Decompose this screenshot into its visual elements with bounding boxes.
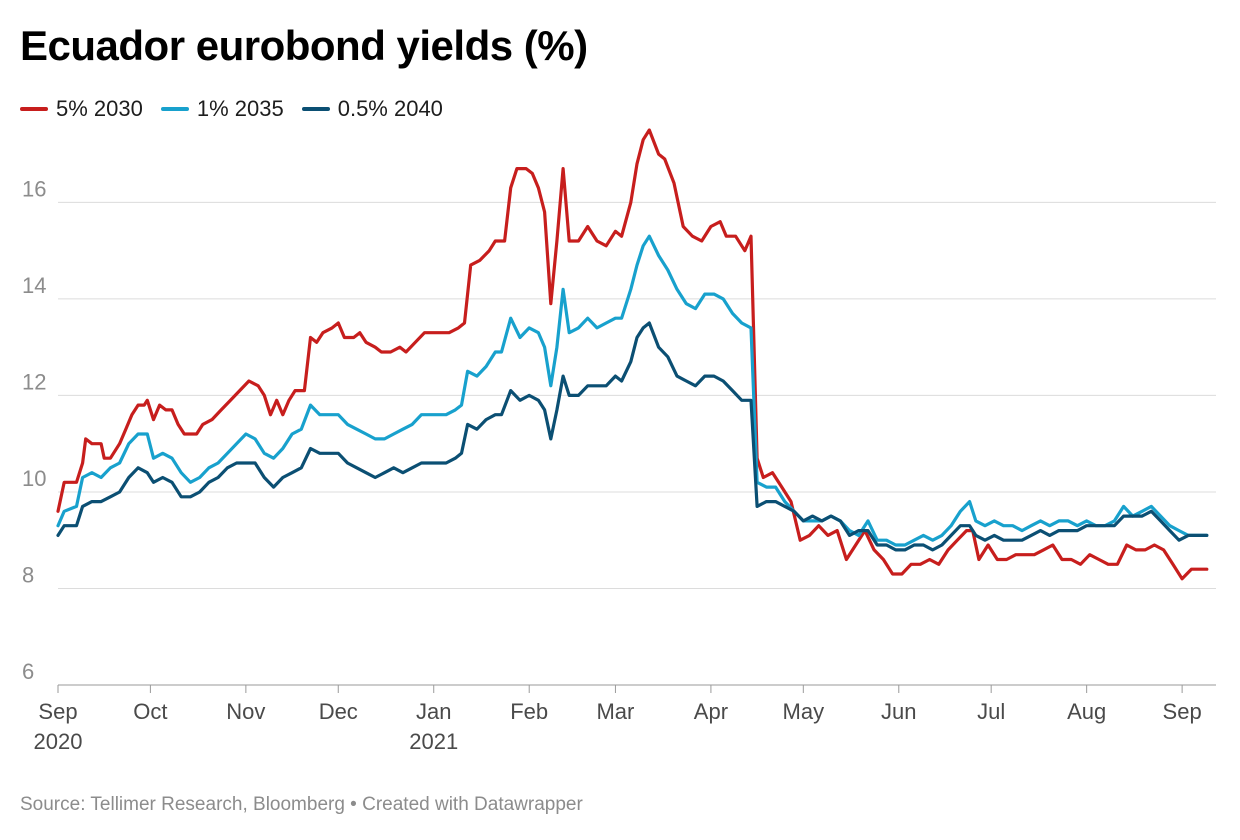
series-line-0 xyxy=(56,128,1209,581)
x-tick-label-11: Aug xyxy=(1067,699,1106,724)
x-tick-label-7: Apr xyxy=(694,699,728,724)
x-tick-label-6: Mar xyxy=(596,699,634,724)
line-chart: 6 8 10 12 14 16 Sep 2020 Oct Nov Dec Jan 2021 Feb Mar A… xyxy=(22,128,1216,754)
y-tick-label-16: 16 xyxy=(22,176,46,201)
x-tick-label-10: Jul xyxy=(977,699,1005,724)
legend-label-1pct-2035: 1% 2035 xyxy=(196,96,284,121)
series-line-2 xyxy=(56,321,1209,552)
legend-item-5pct-2030: 5% 2030 xyxy=(20,96,143,122)
series-line-1 xyxy=(56,234,1209,547)
x-tick-label-0: Sep xyxy=(38,699,77,724)
chart-title: Ecuador eurobond yields (%) xyxy=(20,22,588,69)
legend-label-0-5pct-2040: 0.5% 2040 xyxy=(337,96,443,121)
legend-swatch-5pct-2030 xyxy=(20,107,48,111)
x-tick-label-8: May xyxy=(783,699,825,724)
x-tick-label-1: Oct xyxy=(133,699,167,724)
x-tick-label-3: Dec xyxy=(319,699,358,724)
chart-legend: 5% 2030 1% 2035 0.5% 2040 xyxy=(20,96,443,122)
y-tick-label-6: 6 xyxy=(22,659,34,684)
y-tick-label-8: 8 xyxy=(22,562,34,587)
y-tick-label-10: 10 xyxy=(22,466,46,491)
x-tick-label-9: Jun xyxy=(881,699,916,724)
x-tick-year-0: 2020 xyxy=(34,729,83,754)
legend-label-5pct-2030: 5% 2030 xyxy=(56,96,143,121)
x-tick-label-12: Sep xyxy=(1163,699,1202,724)
x-tick-year-4: 2021 xyxy=(409,729,458,754)
source-credit: Source: Tellimer Research, Bloomberg • C… xyxy=(20,794,583,815)
x-tick-label-4: Jan xyxy=(416,699,451,724)
x-tick-label-2: Nov xyxy=(226,699,265,724)
legend-swatch-1pct-2035 xyxy=(160,107,189,111)
legend-item-0-5pct-2040: 0.5% 2040 xyxy=(301,96,443,122)
y-tick-label-14: 14 xyxy=(22,273,46,298)
x-tick-label-5: Feb xyxy=(510,699,548,724)
legend-swatch-0-5pct-2040 xyxy=(301,107,330,111)
legend-item-1pct-2035: 1% 2035 xyxy=(160,96,284,122)
y-tick-label-12: 12 xyxy=(22,369,46,394)
